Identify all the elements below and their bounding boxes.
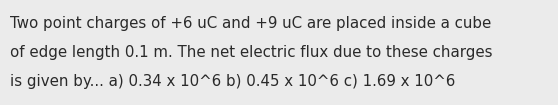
Text: of edge length 0.1 m. The net electric flux due to these charges: of edge length 0.1 m. The net electric f… — [10, 45, 493, 60]
Text: is given by... a) 0.34 x 10^6 b) 0.45 x 10^6 c) 1.69 x 10^6: is given by... a) 0.34 x 10^6 b) 0.45 x … — [10, 74, 455, 89]
Text: Two point charges of +6 uC and +9 uC are placed inside a cube: Two point charges of +6 uC and +9 uC are… — [10, 16, 491, 31]
